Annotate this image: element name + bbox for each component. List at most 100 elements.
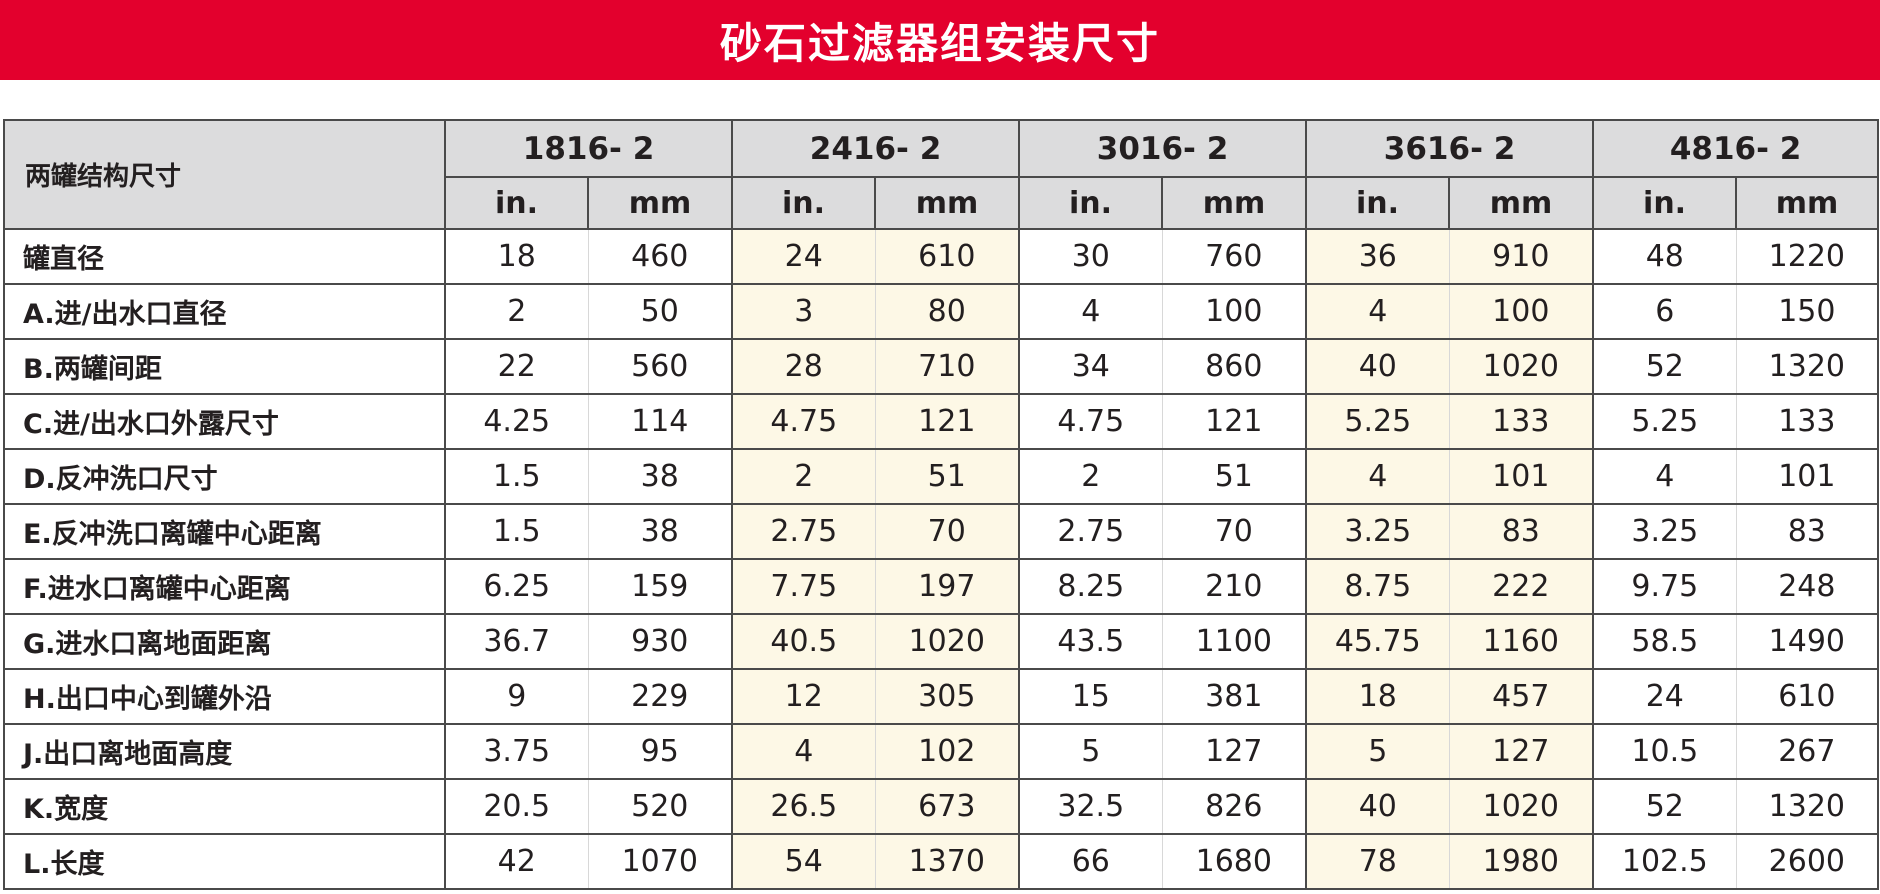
value-cell: 4 — [1018, 283, 1163, 340]
row-label: K.宽度 — [3, 778, 446, 835]
value-cell: 7.75 — [731, 558, 876, 615]
value-cell: 50 — [587, 283, 734, 340]
table-row: H.出口中心到罐外沿 9 229 12 305 15 381 18 457 24… — [3, 668, 1880, 725]
table-row: K.宽度 20.5 520 26.5 673 32.5 826 40 1020 … — [3, 778, 1880, 835]
value-cell: 101 — [1448, 448, 1595, 505]
table-row: E.反冲洗口离罐中心距离 1.5 38 2.75 70 2.75 70 3.25… — [3, 503, 1880, 560]
value-cell: 710 — [874, 338, 1021, 395]
value-cell: 66 — [1018, 833, 1163, 890]
value-cell: 4 — [1305, 283, 1450, 340]
value-cell: 760 — [1161, 228, 1308, 285]
row-label: J.出口离地面高度 — [3, 723, 446, 780]
value-cell: 1.5 — [444, 448, 589, 505]
value-cell: 40 — [1305, 338, 1450, 395]
row-label: C.进/出水口外露尺寸 — [3, 393, 446, 450]
value-cell: 1490 — [1735, 613, 1880, 670]
value-cell: 4 — [1305, 448, 1450, 505]
unit-mm-header: mm — [1448, 176, 1595, 230]
value-cell: 381 — [1161, 668, 1308, 725]
value-cell: 54 — [731, 833, 876, 890]
model-header: 3616- 2 — [1305, 119, 1595, 178]
value-cell: 4 — [731, 723, 876, 780]
header-unit-row: in. mm in. mm in. mm in. mm in. mm — [4, 176, 1880, 230]
value-cell: 2 — [444, 283, 589, 340]
table-row: B.两罐间距 22 560 28 710 34 860 40 1020 52 1… — [3, 338, 1880, 395]
unit-in-header: in. — [731, 176, 877, 230]
value-cell: 4.75 — [1018, 393, 1163, 450]
value-cell: 34 — [1018, 338, 1163, 395]
value-cell: 51 — [1161, 448, 1308, 505]
value-cell: 43.5 — [1018, 613, 1163, 670]
table-body: 罐直径 18 460 24 610 30 760 36 910 48 1220 … — [3, 228, 1880, 890]
row-label: B.两罐间距 — [3, 338, 446, 395]
value-cell: 83 — [1448, 503, 1595, 560]
unit-in-header: in. — [1592, 176, 1738, 230]
value-cell: 38 — [587, 448, 734, 505]
unit-in-header: in. — [1018, 176, 1164, 230]
unit-in-header: in. — [444, 176, 589, 230]
value-cell: 18 — [444, 228, 589, 285]
value-cell: 457 — [1448, 668, 1595, 725]
value-cell: 305 — [874, 668, 1021, 725]
value-cell: 52 — [1592, 338, 1737, 395]
model-header: 4816- 2 — [1592, 119, 1880, 178]
value-cell: 133 — [1448, 393, 1595, 450]
value-cell: 5.25 — [1305, 393, 1450, 450]
value-cell: 267 — [1735, 723, 1880, 780]
table-row: G.进水口离地面距离 36.7 930 40.5 1020 43.5 1100 … — [3, 613, 1880, 670]
value-cell: 1160 — [1448, 613, 1595, 670]
value-cell: 26.5 — [731, 778, 876, 835]
value-cell: 95 — [587, 723, 734, 780]
value-cell: 36.7 — [444, 613, 589, 670]
value-cell: 78 — [1305, 833, 1450, 890]
value-cell: 24 — [731, 228, 876, 285]
value-cell: 45.75 — [1305, 613, 1450, 670]
value-cell: 40 — [1305, 778, 1450, 835]
value-cell: 229 — [587, 668, 734, 725]
value-cell: 2 — [1018, 448, 1163, 505]
table-row: F.进水口离罐中心距离 6.25 159 7.75 197 8.25 210 8… — [3, 558, 1880, 615]
value-cell: 5 — [1018, 723, 1163, 780]
value-cell: 560 — [587, 338, 734, 395]
value-cell: 127 — [1161, 723, 1308, 780]
value-cell: 1020 — [1448, 778, 1595, 835]
value-cell: 70 — [1161, 503, 1308, 560]
value-cell: 150 — [1735, 283, 1880, 340]
value-cell: 8.25 — [1018, 558, 1163, 615]
model-header: 3016- 2 — [1018, 119, 1308, 178]
value-cell: 460 — [587, 228, 734, 285]
value-cell: 5 — [1305, 723, 1450, 780]
value-cell: 114 — [587, 393, 734, 450]
value-cell: 102 — [874, 723, 1021, 780]
value-cell: 210 — [1161, 558, 1308, 615]
value-cell: 610 — [1735, 668, 1880, 725]
value-cell: 51 — [874, 448, 1021, 505]
value-cell: 100 — [1448, 283, 1595, 340]
value-cell: 860 — [1161, 338, 1308, 395]
table-row: L.长度 42 1070 54 1370 66 1680 78 1980 102… — [3, 833, 1880, 890]
table-row: J.出口离地面高度 3.75 95 4 102 5 127 5 127 10.5… — [3, 723, 1880, 780]
value-cell: 101 — [1735, 448, 1880, 505]
unit-mm-header: mm — [586, 176, 734, 230]
value-cell: 930 — [587, 613, 734, 670]
value-cell: 121 — [874, 393, 1021, 450]
value-cell: 48 — [1592, 228, 1737, 285]
value-cell: 248 — [1735, 558, 1880, 615]
value-cell: 1020 — [874, 613, 1021, 670]
value-cell: 40.5 — [731, 613, 876, 670]
value-cell: 83 — [1735, 503, 1880, 560]
row-label: H.出口中心到罐外沿 — [3, 668, 446, 725]
value-cell: 80 — [874, 283, 1021, 340]
value-cell: 100 — [1161, 283, 1308, 340]
value-cell: 6.25 — [444, 558, 589, 615]
row-label: F.进水口离罐中心距离 — [3, 558, 446, 615]
value-cell: 4 — [1592, 448, 1737, 505]
value-cell: 28 — [731, 338, 876, 395]
value-cell: 2.75 — [731, 503, 876, 560]
value-cell: 30 — [1018, 228, 1163, 285]
value-cell: 32.5 — [1018, 778, 1163, 835]
value-cell: 1.5 — [444, 503, 589, 560]
table-row: C.进/出水口外露尺寸 4.25 114 4.75 121 4.75 121 5… — [3, 393, 1880, 450]
value-cell: 2600 — [1735, 833, 1880, 890]
value-cell: 5.25 — [1592, 393, 1737, 450]
